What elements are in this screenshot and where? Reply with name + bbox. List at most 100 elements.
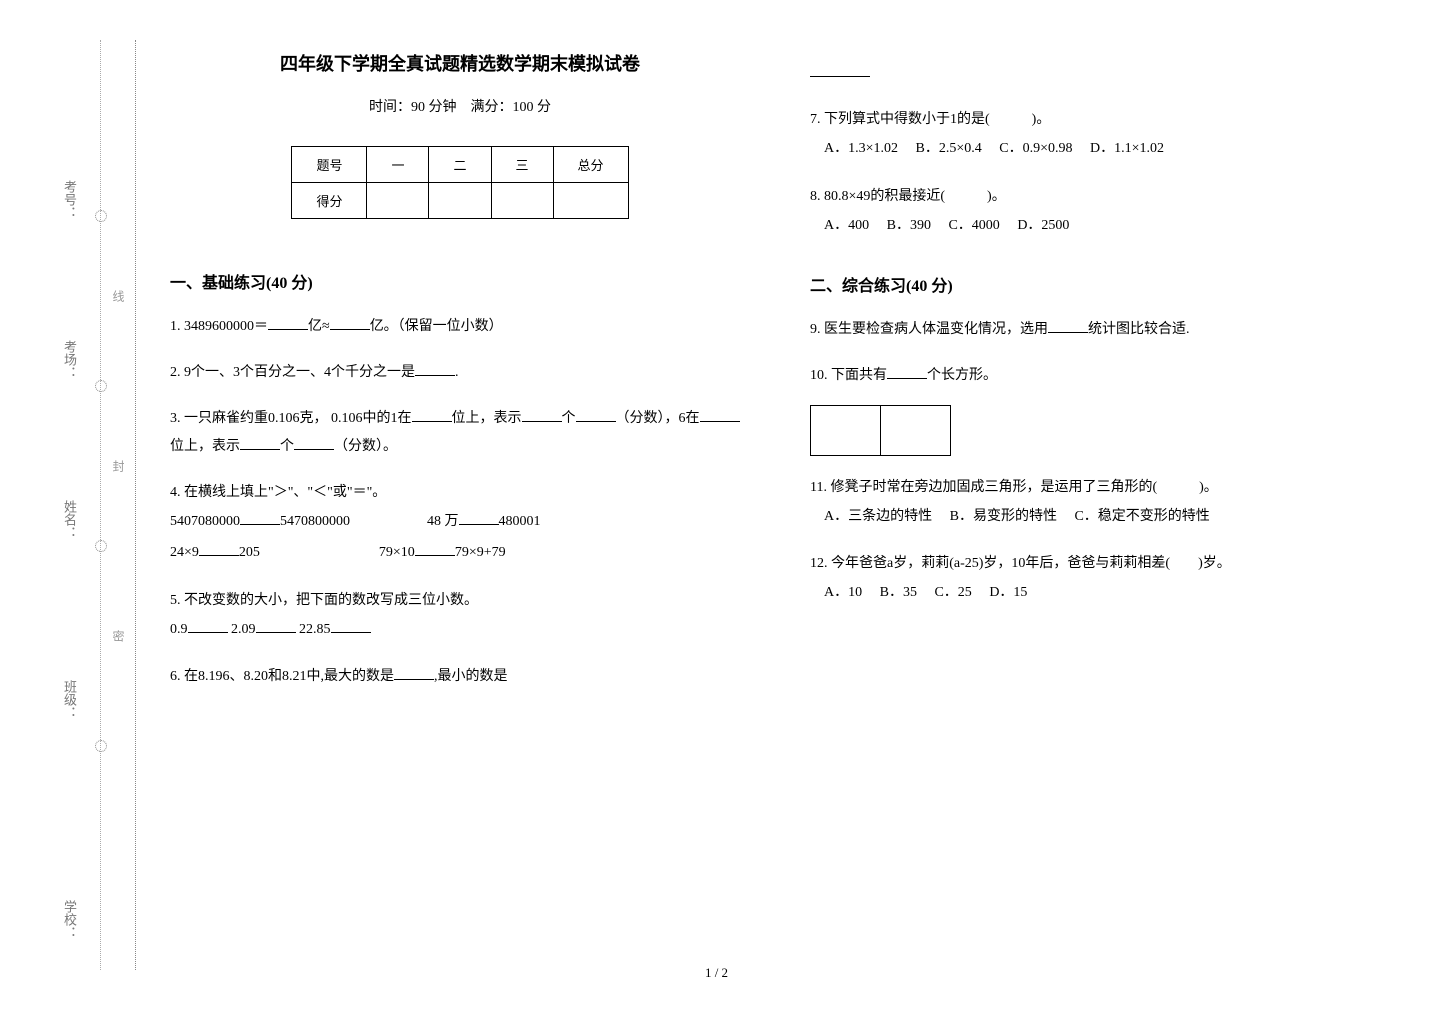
q-text: 个长方形。 [927, 368, 997, 383]
q-num: 4. [170, 485, 181, 500]
q5-row: 0.9 2.09 22.85 [170, 615, 750, 646]
q-text: 下面共有 [831, 368, 887, 383]
q-text: 0.9 [170, 622, 188, 637]
th-one: 一 [367, 147, 429, 183]
option-b: B．35 [880, 585, 917, 600]
th-three: 三 [491, 147, 553, 183]
blank [415, 362, 455, 376]
circle-marker [95, 540, 107, 552]
question-9: 9. 医生要检查病人体温变化情况，选用统计图比较合适. [810, 316, 1390, 344]
q-text: 个 [280, 439, 294, 454]
q-text: （分数），6在 [616, 411, 700, 426]
question-6: 6. 在8.196、8.20和8.21中,最大的数是,最小的数是 [170, 663, 750, 691]
blank [188, 619, 228, 633]
cell [811, 405, 881, 455]
circle-marker [95, 740, 107, 752]
q-text: 79×9+79 [455, 545, 506, 560]
question-11: 11. 修凳子时常在旁边加固成三角形，是运用了三角形的( )。 A．三条边的特性… [810, 474, 1390, 533]
blank [700, 408, 740, 422]
q-num: 3. [170, 411, 181, 426]
right-column: 7. 下列算式中得数小于1的是( )。 A．1.3×1.02 B．2.5×0.4… [810, 50, 1390, 709]
q-text: . [455, 365, 459, 380]
q8-options: A．400 B．390 C．4000 D．2500 [810, 211, 1390, 242]
exam-subtitle: 时间：90 分钟 满分：100 分 [170, 96, 750, 116]
question-12: 12. 今年爸爸a岁，莉莉(a-25)岁，10年后，爸爸与莉莉相差( )岁。 A… [810, 550, 1390, 609]
option-c: C．4000 [948, 218, 999, 233]
q7-options: A．1.3×1.02 B．2.5×0.4 C．0.9×0.98 D．1.1×1.… [810, 134, 1390, 165]
blank [256, 619, 296, 633]
q-text: 统计图比较合适. [1088, 322, 1190, 337]
q4-row2: 24×9 205 79×10 79×9+79 [170, 538, 750, 569]
q-text: 205 [239, 545, 260, 560]
q-text: 5407080000 [170, 514, 240, 529]
question-3: 3. 一只麻雀约重0.106克， 0.106中的1在位上，表示个（分数），6在位… [170, 405, 750, 461]
q-num: 5. [170, 593, 181, 608]
option-a: A．1.3×1.02 [824, 141, 898, 156]
q-text: 今年爸爸a岁，莉莉(a-25)岁，10年后，爸爸与莉莉相差( )岁。 [831, 556, 1231, 571]
q12-options: A．10 B．35 C．25 D．15 [810, 578, 1390, 609]
q-text: 480001 [499, 514, 541, 529]
blank [240, 511, 280, 525]
left-column: 四年级下学期全真试题精选数学期末模拟试卷 时间：90 分钟 满分：100 分 题… [170, 50, 750, 709]
th-two: 二 [429, 147, 491, 183]
seal-xian: 线 [110, 290, 127, 302]
q-text: 不改变数的大小，把下面的数改写成三位小数。 [184, 593, 478, 608]
q-num: 7. [810, 112, 821, 127]
q-text: 9个一、3个百分之一、4个千分之一是 [184, 365, 415, 380]
exam-title: 四年级下学期全真试题精选数学期末模拟试卷 [170, 50, 750, 76]
q-text: 亿。（保留一位小数） [370, 319, 503, 334]
label-name: 姓名： [60, 500, 79, 539]
q-text: 位上，表示 [452, 411, 522, 426]
blank [394, 666, 434, 680]
q-num: 8. [810, 189, 821, 204]
seal-mi: 密 [110, 630, 127, 642]
q-text: 3489600000＝ [184, 319, 268, 334]
page-number: 1 / 2 [705, 965, 728, 981]
seal-feng: 封 [110, 460, 127, 472]
blank [294, 436, 334, 450]
blank [522, 408, 562, 422]
blank [199, 542, 239, 556]
td-score: 得分 [292, 183, 367, 219]
q-num: 6. [170, 669, 181, 684]
inner-dotted-line [100, 40, 101, 970]
q11-options: A．三条边的特性 B．易变形的特性 C．稳定不变形的特性 [810, 502, 1390, 533]
option-c: C．0.9×0.98 [999, 141, 1072, 156]
option-b: B．390 [887, 218, 931, 233]
th-total: 总分 [553, 147, 628, 183]
q-text: 2.09 [231, 622, 256, 637]
option-a: A．400 [824, 218, 869, 233]
q-text: 一只麻雀约重0.106克， 0.106中的1在 [184, 411, 412, 426]
q-text: 医生要检查病人体温变化情况，选用 [824, 322, 1048, 337]
score-table: 题号 一 二 三 总分 得分 [291, 146, 628, 219]
circle-marker [95, 380, 107, 392]
blank [240, 436, 280, 450]
question-8: 8. 80.8×49的积最接近( )。 A．400 B．390 C．4000 D… [810, 183, 1390, 242]
td-blank [553, 183, 628, 219]
q-text: （分数）。 [334, 439, 397, 454]
blank [576, 408, 616, 422]
q-text: 79×10 [379, 545, 415, 560]
blank [887, 365, 927, 379]
q6-continued [810, 60, 1390, 88]
rectangle-figure [810, 405, 951, 456]
option-b: B．2.5×0.4 [916, 141, 982, 156]
blank [810, 63, 870, 77]
outer-dotted-line [135, 40, 136, 970]
question-2: 2. 9个一、3个百分之一、4个千分之一是. [170, 359, 750, 387]
q-text: 80.8×49的积最接近( )。 [824, 189, 1006, 204]
circle-marker [95, 210, 107, 222]
option-a: A．三条边的特性 [824, 509, 932, 524]
q-num: 11. [810, 480, 827, 495]
q-text: 修凳子时常在旁边加固成三角形，是运用了三角形的( )。 [830, 480, 1217, 495]
section2-title: 二、综合练习(40 分) [810, 272, 1390, 296]
q-text: ,最小的数是 [434, 669, 508, 684]
cell [881, 405, 951, 455]
q-text: 24×9 [170, 545, 199, 560]
option-d: D．15 [989, 585, 1027, 600]
option-a: A．10 [824, 585, 862, 600]
question-1: 1. 3489600000＝亿≈亿。（保留一位小数） [170, 313, 750, 341]
blank [412, 408, 452, 422]
question-10: 10. 下面共有个长方形。 [810, 362, 1390, 456]
option-d: D．2500 [1017, 218, 1069, 233]
